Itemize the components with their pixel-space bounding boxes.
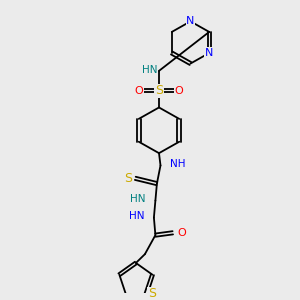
Text: O: O: [178, 228, 186, 238]
Text: HN: HN: [142, 65, 158, 75]
Text: S: S: [124, 172, 132, 185]
Text: HN: HN: [130, 194, 146, 204]
Text: N: N: [205, 48, 213, 58]
Text: O: O: [174, 86, 183, 96]
Text: N: N: [186, 16, 195, 26]
Text: S: S: [148, 287, 156, 300]
Text: O: O: [135, 86, 144, 96]
Text: S: S: [155, 84, 163, 97]
Text: NH: NH: [170, 159, 186, 169]
Text: HN: HN: [129, 211, 144, 221]
